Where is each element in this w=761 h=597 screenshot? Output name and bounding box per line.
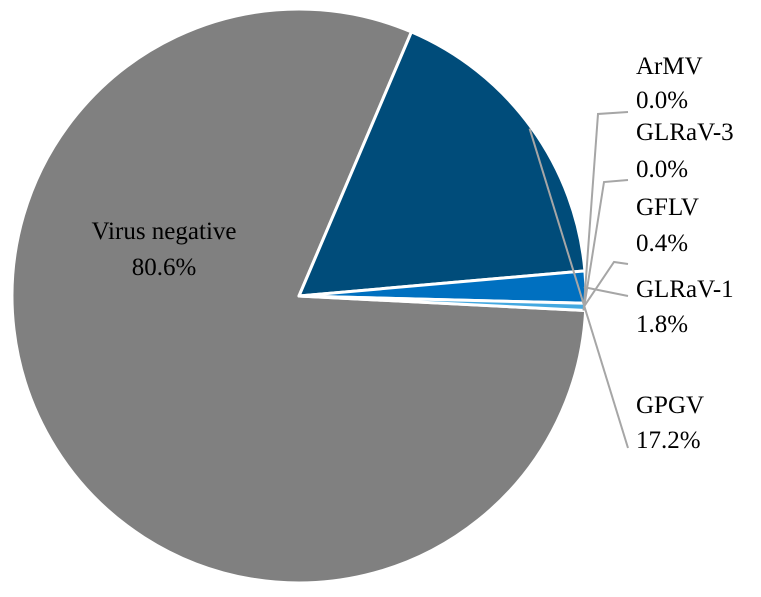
leader-line-glrav-1 <box>583 286 629 297</box>
label-gpgv: GPGV 17.2% <box>636 392 704 454</box>
label-gflv-value: 0.4% <box>636 230 688 257</box>
label-armv-value: 0.0% <box>636 87 688 114</box>
label-virus-negative: Virus negative 80.6% <box>92 218 237 281</box>
label-armv: ArMV 0.0% <box>636 53 703 114</box>
leader-lines <box>528 111 629 449</box>
slice-gpgv <box>297 30 587 298</box>
label-glrav-1-name: GLRaV-1 <box>636 276 734 303</box>
leader-line-armv <box>582 111 629 311</box>
label-glrav-1-value: 1.8% <box>636 311 688 338</box>
label-gflv: GFLV 0.4% <box>636 194 699 257</box>
label-glrav-3: GLRaV-3 0.0% <box>636 119 734 183</box>
label-virus-negative-name: Virus negative <box>92 218 237 245</box>
leader-line-glrav-3 <box>582 179 629 311</box>
label-glrav-1: GLRaV-1 1.8% <box>636 276 734 338</box>
label-glrav-3-name: GLRaV-3 <box>636 119 734 146</box>
label-gpgv-name: GPGV <box>636 392 704 419</box>
leader-line-gpgv <box>528 128 629 449</box>
label-glrav-3-value: 0.0% <box>636 156 688 183</box>
leader-line-gflv <box>582 260 629 308</box>
label-gflv-name: GFLV <box>636 194 699 221</box>
pie-slices <box>10 7 588 585</box>
label-armv-name: ArMV <box>636 53 703 80</box>
label-gpgv-value: 17.2% <box>636 427 701 454</box>
label-virus-negative-value: 80.6% <box>132 254 197 281</box>
